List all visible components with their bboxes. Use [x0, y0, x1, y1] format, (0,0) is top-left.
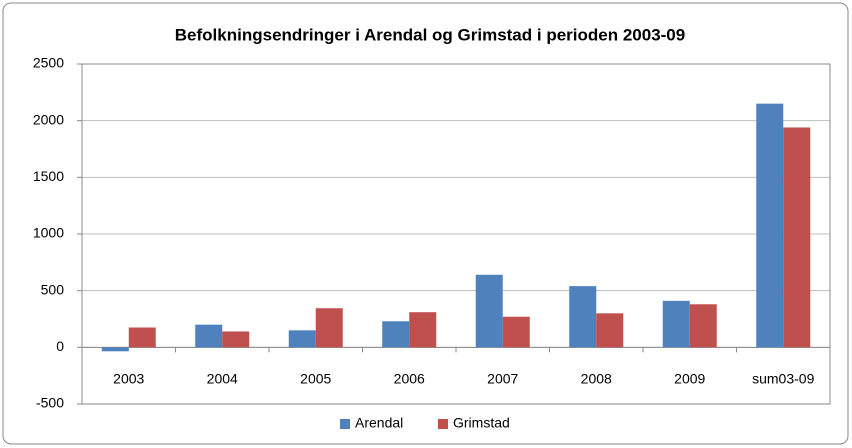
y-tick-label: 2500 — [33, 55, 64, 71]
bar — [689, 304, 717, 348]
bar — [409, 312, 437, 348]
x-tick-label: 2003 — [113, 371, 144, 387]
x-tick-label: 2005 — [300, 371, 331, 387]
bar — [502, 316, 530, 348]
legend-label: Arendal — [355, 415, 403, 431]
bar — [662, 300, 690, 348]
x-tick-label: 2008 — [581, 371, 612, 387]
y-tick-label: 0 — [56, 338, 64, 354]
x-tick-label: 2009 — [674, 371, 705, 387]
legend-label: Grimstad — [453, 415, 510, 431]
legend-swatch — [438, 419, 448, 429]
x-tick-label: 2004 — [207, 371, 238, 387]
bar — [315, 308, 343, 348]
y-tick-label: 500 — [41, 281, 65, 297]
plot-border — [81, 63, 831, 405]
y-tick-label: 1000 — [33, 225, 64, 241]
x-tick-label: 2006 — [394, 371, 425, 387]
x-tick-label: 2007 — [487, 371, 518, 387]
bar — [569, 286, 597, 348]
bar — [195, 324, 223, 348]
bar — [288, 330, 316, 348]
bar — [783, 127, 811, 348]
y-tick-label: 2000 — [33, 111, 64, 127]
legend-swatch — [340, 419, 350, 429]
bar — [128, 327, 156, 348]
y-tick-label: 1500 — [33, 168, 64, 184]
bar — [596, 313, 624, 348]
x-tick-label: sum03-09 — [752, 371, 814, 387]
bar — [101, 347, 129, 352]
bar — [475, 274, 503, 348]
chart-title: Befolkningsendringer i Arendal og Grimst… — [175, 25, 685, 44]
bar — [756, 103, 784, 348]
y-tick-label: -500 — [36, 395, 64, 411]
bar — [382, 321, 410, 348]
bar — [222, 331, 250, 348]
